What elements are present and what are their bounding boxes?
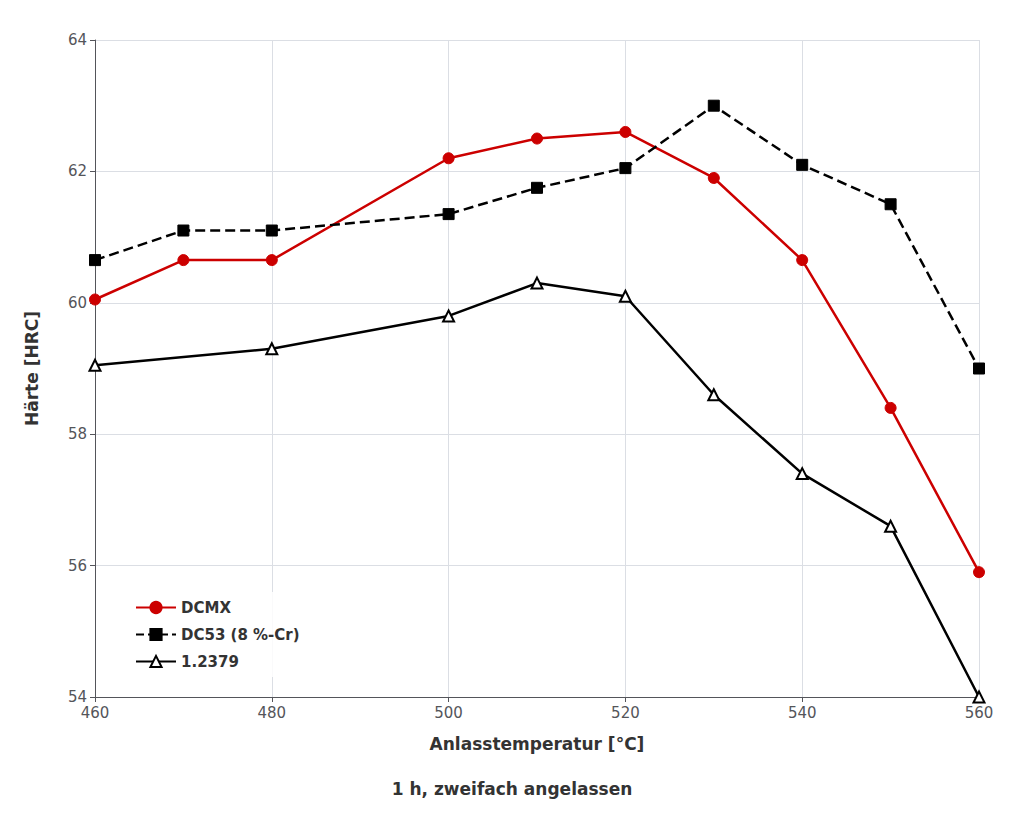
svg-text:56: 56 bbox=[68, 557, 87, 575]
svg-text:Anlasstemperatur [°C]: Anlasstemperatur [°C] bbox=[430, 734, 645, 754]
svg-text:460: 460 bbox=[81, 704, 110, 722]
svg-text:540: 540 bbox=[788, 704, 817, 722]
svg-text:58: 58 bbox=[68, 425, 87, 443]
svg-text:1.2379: 1.2379 bbox=[181, 653, 239, 671]
svg-text:480: 480 bbox=[257, 704, 286, 722]
svg-text:1 h, zweifach angelassen: 1 h, zweifach angelassen bbox=[392, 779, 633, 799]
svg-text:64: 64 bbox=[68, 31, 87, 49]
svg-text:560: 560 bbox=[965, 704, 994, 722]
svg-text:DCMX: DCMX bbox=[181, 599, 231, 617]
svg-text:DC53 (8 %-Cr): DC53 (8 %-Cr) bbox=[181, 626, 300, 644]
svg-text:54: 54 bbox=[67, 688, 87, 706]
svg-text:520: 520 bbox=[611, 704, 640, 722]
svg-text:62: 62 bbox=[68, 162, 87, 180]
svg-text:Härte [HRC]: Härte [HRC] bbox=[22, 311, 42, 426]
svg-text:60: 60 bbox=[68, 294, 87, 312]
svg-text:500: 500 bbox=[434, 704, 463, 722]
